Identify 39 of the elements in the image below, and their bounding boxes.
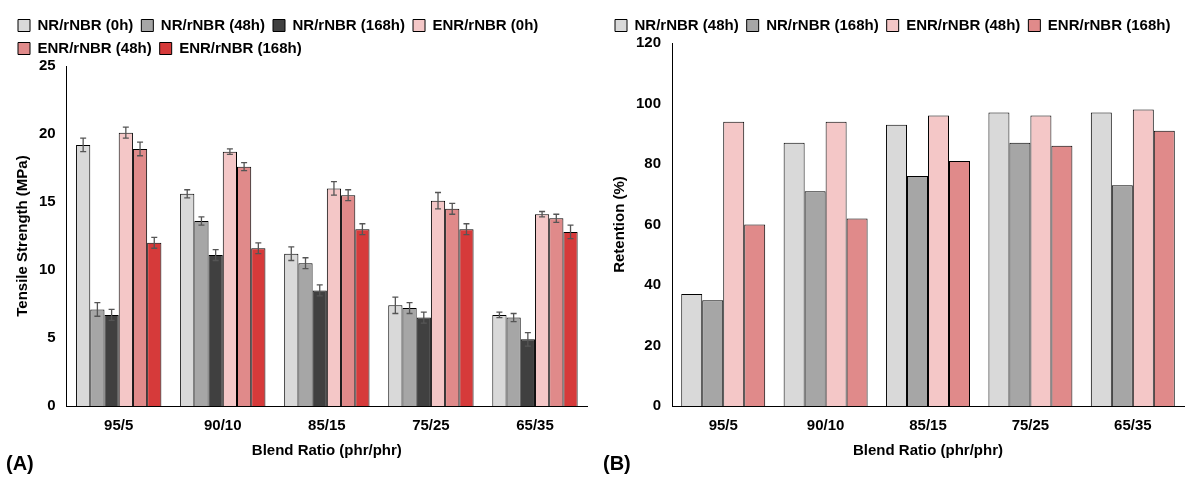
x-tick-label: 85/15 — [308, 416, 346, 434]
legend-label: ENR/rNBR (168h) — [179, 38, 302, 56]
y-tick-label: 20 — [644, 335, 662, 353]
x-tick-label: 95/5 — [708, 416, 738, 434]
text: (B) — [603, 451, 631, 474]
y-tick-label: 0 — [47, 396, 56, 414]
x-tick-label: 65/35 — [1114, 416, 1152, 434]
y-tick-label: 15 — [39, 192, 56, 210]
legend-label: ENR/rNBR (48h) — [37, 38, 152, 56]
legend-label: NR/rNBR (168h) — [766, 15, 879, 33]
legend-label: NR/rNBR (48h) — [634, 15, 739, 33]
y-axis-title: Tensile Strength (MPa) — [13, 155, 31, 317]
y-tick-label: 120 — [636, 33, 662, 51]
legend-label: NR/rNBR (0h) — [37, 15, 134, 33]
legend-label: NR/rNBR (168h) — [292, 15, 406, 33]
x-tick-label: 75/25 — [1011, 416, 1050, 434]
legend-label: ENR/rNBR (168h) — [1047, 15, 1171, 33]
y-tick-label: 10 — [39, 260, 56, 278]
y-tick-label: 0 — [652, 396, 662, 414]
y-axis-title: Retention (%) — [610, 176, 628, 273]
x-tick-label: 65/35 — [516, 416, 554, 434]
y-tick-label: 80 — [644, 154, 662, 172]
y-tick-label: 25 — [39, 56, 56, 74]
x-tick-label: 90/10 — [806, 416, 845, 434]
x-axis-title: Blend Ratio (phr/phr) — [853, 441, 1004, 459]
x-tick-label: 75/25 — [412, 416, 450, 434]
x-axis-title: Blend Ratio (phr/phr) — [251, 441, 402, 459]
text: (A) — [6, 451, 34, 474]
legend-label: ENR/rNBR (48h) — [906, 15, 1021, 33]
legend-label: NR/rNBR (48h) — [160, 15, 266, 33]
y-tick-label: 40 — [644, 275, 662, 293]
y-tick-label: 100 — [636, 93, 662, 111]
legend-label: ENR/rNBR (0h) — [432, 15, 539, 33]
x-tick-label: 95/5 — [104, 416, 134, 434]
y-tick-label: 20 — [39, 124, 56, 142]
x-tick-label: 85/15 — [909, 416, 947, 434]
y-tick-label: 5 — [47, 328, 56, 346]
y-tick-label: 60 — [644, 214, 662, 232]
x-tick-label: 90/10 — [204, 416, 242, 434]
